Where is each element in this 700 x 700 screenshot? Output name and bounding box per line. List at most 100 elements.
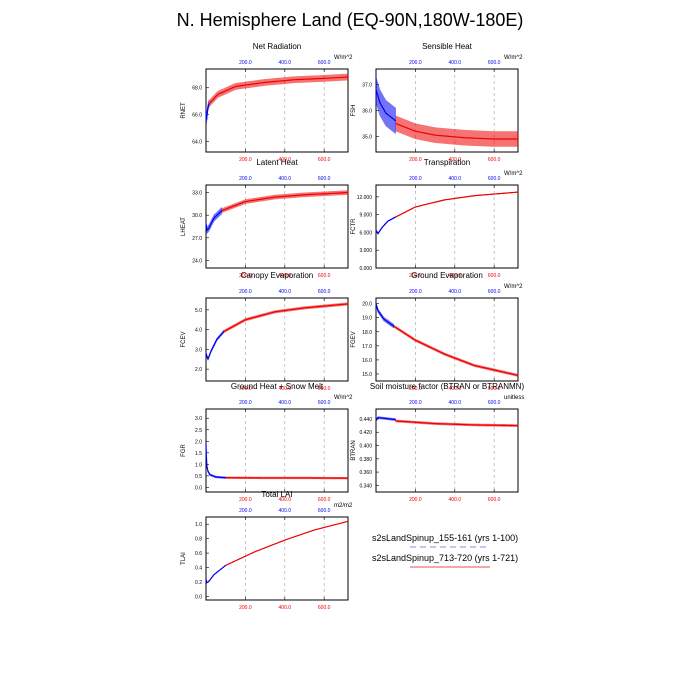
series-run1-line: [375, 416, 396, 421]
plot-frame: [375, 184, 519, 269]
bottom-tick-label: 200.0: [409, 273, 422, 279]
y-tick-label: 6.000: [359, 230, 372, 236]
series-run1-line: [205, 331, 225, 361]
series-run1-line: [375, 216, 396, 235]
series-run2-line: [225, 520, 349, 566]
series-run2-line-band: [225, 521, 349, 566]
bottom-tick-label: 400.0: [279, 386, 292, 392]
bottom-tick-label: 400.0: [449, 273, 462, 279]
series-run1-line: [205, 210, 223, 232]
y-axis-label: FCEV: [181, 331, 187, 347]
y-tick-label: 64.0: [192, 139, 202, 145]
units-label: m2/m2: [334, 503, 353, 509]
y-tick-label: 0.440: [359, 417, 372, 423]
bottom-tick-label: 400.0: [449, 497, 462, 503]
series-run2-line: [393, 325, 519, 376]
top-tick-label: 400.0: [279, 60, 292, 66]
bottom-tick-label: 600.0: [488, 386, 501, 392]
y-tick-label: 66.0: [192, 113, 202, 119]
plot-frame: [205, 408, 349, 493]
top-tick-label: 400.0: [279, 400, 292, 406]
y-tick-label: 0.0: [195, 485, 202, 491]
y-tick-label: 0.6: [195, 551, 202, 557]
top-tick-label: 400.0: [279, 289, 292, 295]
y-tick-label: 0.000: [359, 266, 372, 272]
y-tick-label: 3.0: [195, 347, 202, 353]
bottom-tick-label: 400.0: [449, 157, 462, 163]
y-tick-label: 18.0: [362, 330, 372, 336]
y-tick-label: 0.8: [195, 537, 202, 543]
top-tick-label: 200.0: [239, 508, 252, 514]
bottom-tick-label: 600.0: [488, 157, 501, 163]
top-tick-label: 200.0: [239, 289, 252, 295]
y-axis-label: LHEAT: [181, 217, 187, 236]
panel-title: Total LAI: [261, 490, 292, 499]
series-run2-line: [395, 420, 519, 427]
top-tick-label: 400.0: [449, 400, 462, 406]
y-tick-label: 2.5: [195, 428, 202, 434]
bottom-tick-label: 200.0: [409, 386, 422, 392]
bottom-tick-label: 400.0: [279, 605, 292, 611]
bottom-tick-label: 200.0: [409, 157, 422, 163]
y-tick-label: 1.0: [195, 522, 202, 528]
y-tick-label: 24.0: [192, 258, 202, 264]
y-tick-label: 20.0: [362, 302, 372, 308]
series-run2-line: [208, 76, 349, 105]
y-axis-label: FSH: [351, 105, 357, 117]
panel-title: Soil moisture factor (BTRAN or BTRANMN): [370, 382, 525, 391]
bottom-tick-label: 200.0: [239, 157, 252, 163]
top-tick-label: 200.0: [409, 176, 422, 182]
series-run1-line: [205, 443, 226, 479]
series-run1-line: [375, 303, 395, 327]
series-run2-line: [223, 303, 349, 333]
y-tick-label: 0.5: [195, 474, 202, 480]
panel-title: Ground Evaporation: [411, 271, 483, 280]
y-tick-label: 19.0: [362, 316, 372, 322]
y-tick-label: 3.000: [359, 248, 372, 254]
bottom-tick-label: 600.0: [318, 497, 331, 503]
y-tick-label: 16.0: [362, 358, 372, 364]
y-axis-label: FCTR: [351, 218, 357, 235]
y-tick-label: 0.2: [195, 580, 202, 586]
y-tick-label: 2.0: [195, 439, 202, 445]
bottom-tick-label: 200.0: [409, 497, 422, 503]
panel-title: Latent Heat: [256, 158, 298, 167]
y-tick-label: 30.0: [192, 213, 202, 219]
bottom-tick-label: 200.0: [239, 273, 252, 279]
y-tick-label: 0.4: [195, 566, 202, 572]
top-tick-label: 200.0: [409, 60, 422, 66]
legend-label: s2sLandSpinup_713-720 (yrs 1-721): [372, 553, 518, 563]
plot-frame: [205, 516, 349, 601]
top-tick-label: 200.0: [409, 400, 422, 406]
bottom-tick-label: 400.0: [449, 386, 462, 392]
series-run1-line: [205, 103, 210, 120]
top-tick-label: 600.0: [318, 400, 331, 406]
y-tick-label: 1.0: [195, 462, 202, 468]
y-tick-label: 5.0: [195, 308, 202, 314]
top-tick-label: 600.0: [318, 176, 331, 182]
top-tick-label: 600.0: [488, 400, 501, 406]
y-tick-label: 1.5: [195, 451, 202, 457]
top-tick-label: 400.0: [279, 508, 292, 514]
y-axis-label: FGEV: [351, 331, 357, 347]
y-tick-label: 9.000: [359, 213, 372, 219]
top-tick-label: 600.0: [488, 176, 501, 182]
y-tick-label: 35.0: [362, 134, 372, 140]
y-tick-label: 0.0: [195, 594, 202, 600]
plot-frame: [205, 297, 349, 382]
top-tick-label: 200.0: [239, 176, 252, 182]
y-tick-label: 0.380: [359, 457, 372, 463]
units-label: W/m^2: [504, 55, 523, 61]
y-tick-label: 3.0: [195, 416, 202, 422]
bottom-tick-label: 200.0: [239, 605, 252, 611]
y-tick-label: 12.000: [357, 195, 373, 201]
units-label: W/m^2: [334, 55, 353, 61]
panel-title: Net Radiation: [253, 42, 301, 51]
y-axis-label: RNET: [181, 102, 187, 119]
top-tick-label: 600.0: [318, 60, 331, 66]
y-axis-label: FGR: [181, 444, 187, 457]
units-label: W/m^2: [504, 284, 523, 290]
